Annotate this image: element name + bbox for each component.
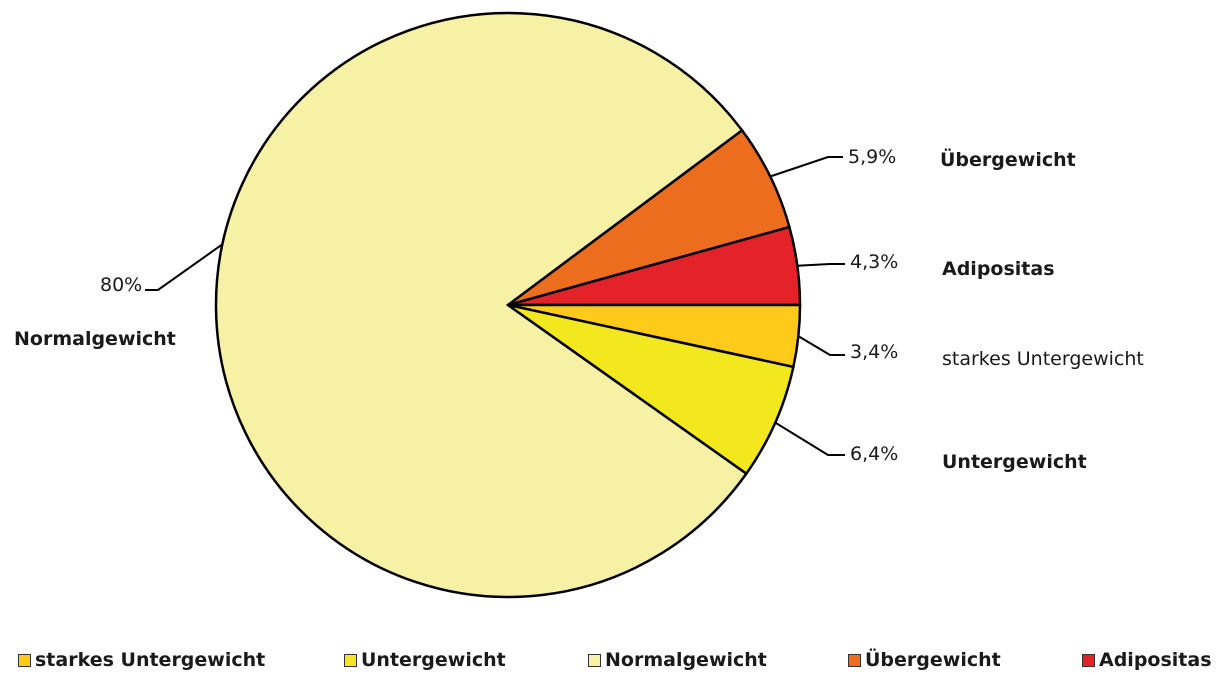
legend-swatch bbox=[18, 653, 31, 667]
leader-line-adipositas bbox=[797, 263, 845, 267]
slice-value-label-uebergewicht: 5,9% bbox=[848, 146, 896, 168]
slice-labels: 80% Normalgewicht 5,9% Übergewicht 4,3% … bbox=[14, 146, 1144, 473]
legend-item-adipositas: Adipositas bbox=[1082, 647, 1212, 673]
legend-item-normalgewicht: Normalgewicht bbox=[588, 647, 767, 673]
legend-label: starkes Untergewicht bbox=[35, 649, 266, 671]
legend-item-starkes-untergewicht: starkes Untergewicht bbox=[18, 647, 265, 673]
leader-line-untergewicht bbox=[774, 421, 845, 456]
legend-swatch bbox=[848, 653, 861, 667]
slice-name-label-uebergewicht: Übergewicht bbox=[940, 147, 1076, 171]
leader-line-normalgewicht bbox=[145, 243, 223, 291]
slice-name-label-starkes-untergewicht: starkes Untergewicht bbox=[942, 348, 1144, 370]
leader-lines bbox=[145, 156, 845, 456]
legend-item-untergewicht: Untergewicht bbox=[344, 647, 506, 673]
legend-label: Übergewicht bbox=[865, 649, 1001, 671]
slice-name-label-normalgewicht: Normalgewicht bbox=[14, 328, 176, 350]
pie-slice-normalgewicht bbox=[214, 11, 749, 599]
slice-value-label-starkes-untergewicht: 3,4% bbox=[850, 341, 898, 363]
legend-label: Untergewicht bbox=[361, 649, 506, 671]
slice-value-label-adipositas: 4,3% bbox=[850, 251, 898, 273]
legend-label: Normalgewicht bbox=[605, 649, 767, 671]
chart-legend: starkes Untergewicht Untergewicht Normal… bbox=[0, 647, 1216, 673]
legend-item-uebergewicht: Übergewicht bbox=[848, 647, 1001, 673]
legend-label: Adipositas bbox=[1099, 649, 1212, 671]
leader-line-starkes-untergewicht bbox=[797, 335, 845, 356]
slice-name-label-untergewicht: Untergewicht bbox=[942, 451, 1087, 473]
pie-slices bbox=[214, 11, 802, 599]
slice-value-label-untergewicht: 6,4% bbox=[850, 443, 898, 465]
legend-swatch bbox=[1082, 653, 1095, 667]
legend-swatch bbox=[344, 653, 357, 667]
slice-name-label-adipositas: Adipositas bbox=[942, 258, 1055, 280]
slice-value-label-normalgewicht: 80% bbox=[100, 274, 142, 296]
leader-line-uebergewicht bbox=[769, 156, 843, 178]
legend-swatch bbox=[588, 653, 601, 667]
pie-slice-untergewicht bbox=[507, 303, 795, 476]
